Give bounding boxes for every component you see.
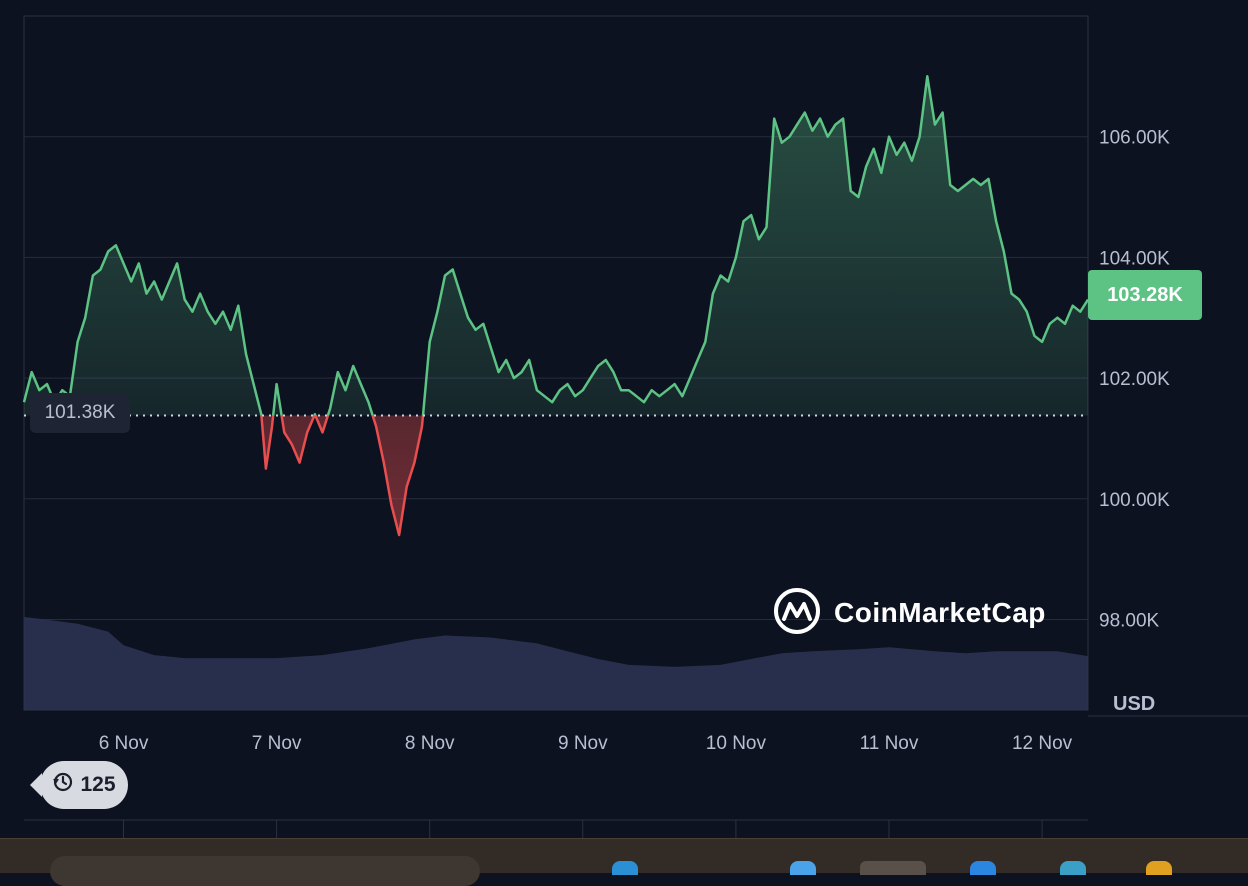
current-price-badge: 103.28K <box>1088 270 1202 320</box>
taskbar <box>0 838 1248 886</box>
history-clock-icon <box>52 771 74 799</box>
y-tick-label: 100.00K <box>1099 490 1170 511</box>
reference-price-badge: 101.38K <box>30 393 130 433</box>
taskbar-app-icon[interactable] <box>1146 861 1172 875</box>
taskbar-app-icon[interactable] <box>790 861 816 875</box>
taskbar-app-icon[interactable] <box>970 861 996 875</box>
y-tick-label: 98.00K <box>1099 610 1160 631</box>
x-tick-label: 10 Nov <box>706 733 767 754</box>
watermark-text: CoinMarketCap <box>834 597 1046 628</box>
history-count: 125 <box>80 773 116 796</box>
taskbar-app-icon[interactable] <box>612 861 638 875</box>
taskbar-app-icon[interactable] <box>860 861 926 875</box>
coinmarketcap-watermark: CoinMarketCap <box>772 586 1046 641</box>
y-tick-label: 104.00K <box>1099 248 1170 269</box>
history-badge[interactable]: 125 <box>30 761 128 809</box>
x-tick-label: 6 Nov <box>99 733 149 754</box>
y-tick-label: 106.00K <box>1099 128 1170 149</box>
y-tick-label: 102.00K <box>1099 369 1170 390</box>
x-tick-label: 11 Nov <box>860 733 919 754</box>
volume-area <box>24 616 1088 710</box>
area-above <box>24 76 1088 416</box>
x-tick-label: 9 Nov <box>558 733 608 754</box>
x-tick-label: 7 Nov <box>252 733 302 754</box>
price-line-above <box>22 75 1090 416</box>
x-tick-label: 12 Nov <box>1012 733 1073 754</box>
currency-label: USD <box>1113 693 1155 715</box>
x-tick-label: 8 Nov <box>405 733 455 754</box>
taskbar-app-icon[interactable] <box>1060 861 1086 875</box>
coinmarketcap-logo-icon <box>772 586 822 641</box>
taskbar-search[interactable] <box>50 856 480 886</box>
